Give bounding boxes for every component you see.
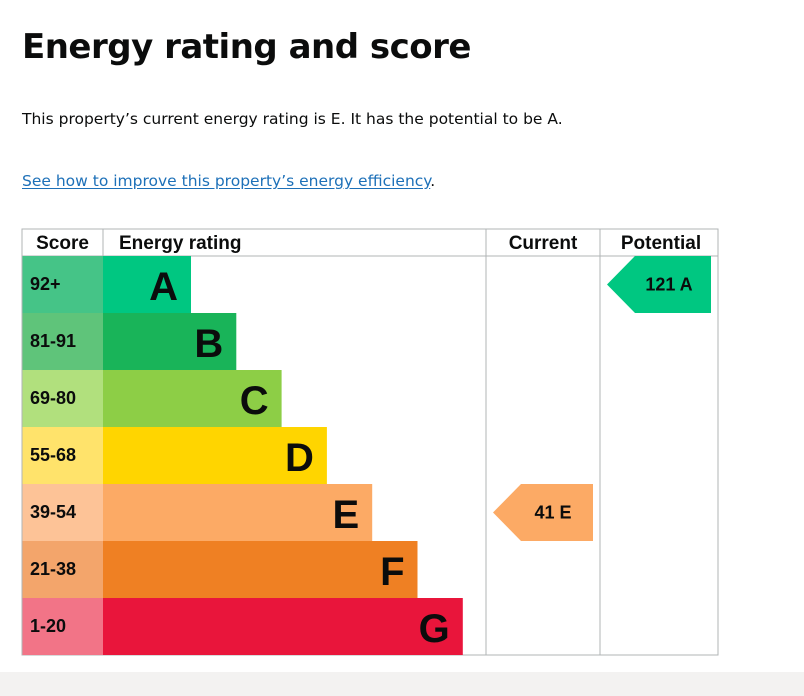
rating-summary: This property’s current energy rating is…	[22, 110, 563, 128]
score-cell-b	[22, 313, 103, 370]
header-energy-rating: Energy rating	[119, 233, 241, 254]
score-cell-g	[22, 598, 103, 655]
potential-rating-label: 121 A	[645, 275, 692, 295]
score-cell-c	[22, 370, 103, 427]
rating-letter-a: A	[149, 265, 178, 309]
improve-efficiency-link[interactable]: See how to improve this property’s energ…	[22, 172, 431, 190]
rating-bar-d	[103, 427, 327, 484]
rating-letter-e: E	[333, 493, 360, 537]
rating-bar-g	[103, 598, 463, 655]
score-label-b: 81-91	[30, 331, 76, 351]
rating-bar-c	[103, 370, 282, 427]
rating-letter-f: F	[380, 550, 404, 594]
score-label-e: 39-54	[30, 502, 76, 522]
rating-letter-c: C	[240, 379, 269, 423]
rating-letter-g: G	[419, 607, 450, 651]
rating-bar-b	[103, 313, 237, 370]
footer-band	[0, 672, 804, 696]
score-label-f: 21-38	[30, 559, 76, 579]
score-label-d: 55-68	[30, 445, 76, 465]
score-cell-d	[22, 427, 103, 484]
current-rating-arrow	[493, 484, 593, 541]
current-rating-label: 41 E	[534, 503, 571, 523]
rating-bar-e	[103, 484, 373, 541]
rating-bar-f	[103, 541, 418, 598]
rating-letter-b: B	[194, 322, 223, 366]
score-cell-e	[22, 484, 103, 541]
score-cell-f	[22, 541, 103, 598]
potential-rating-arrow	[607, 256, 711, 313]
header-potential: Potential	[621, 233, 701, 254]
improve-suffix: .	[430, 172, 436, 190]
rating-letter-d: D	[285, 436, 314, 480]
page-title: Energy rating and score	[22, 27, 472, 67]
score-cell-a	[22, 256, 103, 313]
score-label-a: 92+	[30, 274, 61, 294]
energy-rating-chart: Score Energy rating Current Potential 92+ A 81…	[21, 228, 719, 656]
score-label-g: 1-20	[30, 616, 66, 636]
header-score: Score	[36, 233, 89, 254]
improve-paragraph: See how to improve this property’s energ…	[22, 170, 435, 192]
header-current: Current	[509, 233, 578, 254]
score-label-c: 69-80	[30, 388, 76, 408]
rating-bar-a	[103, 256, 191, 313]
